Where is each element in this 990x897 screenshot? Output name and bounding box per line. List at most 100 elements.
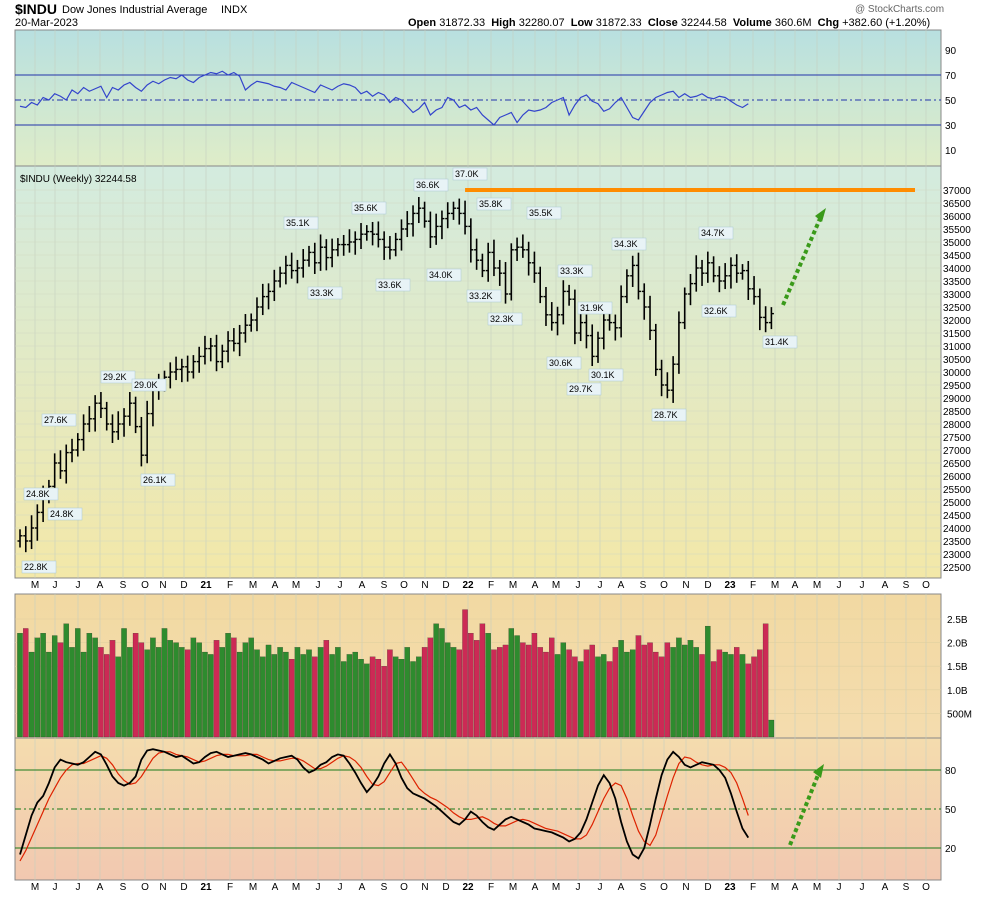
price-x-tick-label: M (552, 580, 560, 591)
stochastic-x-tick-label: 21 (200, 882, 212, 893)
volume-bar (468, 633, 474, 738)
volume-bar (46, 651, 52, 738)
volume-bar (190, 637, 197, 738)
volume-bar (716, 649, 723, 738)
stochastic-x-tick-label: M (552, 882, 560, 893)
price-x-tick-label: S (120, 580, 127, 591)
stochastic-x-tick-label: J (338, 882, 343, 893)
price-tick-label: 36500 (943, 199, 971, 210)
price-x-tick-label: N (682, 580, 689, 591)
price-tick-label: 35500 (943, 225, 971, 236)
stochastic-x-tick-label: O (400, 882, 408, 893)
price-x-tick-label: M (249, 580, 257, 591)
volume-bar (254, 649, 260, 738)
stochastic-x-tick-label: M (509, 882, 517, 893)
volume-bar (121, 628, 127, 738)
volume-bar (288, 659, 295, 738)
volume-bar (566, 649, 572, 738)
price-x-tick-label: A (359, 580, 366, 591)
price-tick-label: 28000 (943, 420, 971, 431)
price-tick-label: 24000 (943, 524, 971, 535)
price-x-tick-label: F (227, 580, 233, 591)
price-annotation: 33.2K (469, 291, 493, 301)
volume-bar (647, 642, 653, 738)
stochastic-x-tick-label: J (76, 882, 81, 893)
price-x-tick-label: M (509, 580, 517, 591)
volume-bar (520, 642, 526, 738)
volume-bar (572, 656, 578, 738)
volume-bar (583, 649, 590, 738)
volume-tick-label: 1.5B (947, 662, 968, 673)
ohlc-readout: Open 31872.33 High 32280.07 Low 31872.33… (408, 17, 930, 29)
price-annotation-box (307, 286, 343, 300)
price-tick-label: 27500 (943, 433, 971, 444)
volume-bar (624, 651, 630, 738)
price-x-tick-label: A (97, 580, 104, 591)
price-annotation: 36.6K (416, 180, 440, 190)
volume-bar (109, 640, 116, 738)
volume-bar (300, 654, 306, 738)
price-tick-label: 22500 (943, 563, 971, 574)
price-annotation-box (487, 312, 523, 326)
volume-bar (329, 654, 335, 738)
close-value: 32244.58 (680, 17, 727, 29)
volume-bar (462, 609, 468, 738)
price-tick-label: 29000 (943, 394, 971, 405)
chg-value: +382.60 (+1.20%) (842, 17, 931, 29)
stochastic-tick-label: 80 (945, 766, 957, 777)
volume-bar (687, 640, 694, 738)
price-annotation: 34.7K (701, 228, 725, 238)
volume-bar (86, 633, 93, 738)
price-tick-label: 26500 (943, 459, 971, 470)
stochastic-x-tick-label: A (618, 882, 625, 893)
stochastic-x-tick-label: N (682, 882, 689, 893)
volume-bar (103, 654, 110, 738)
volume-bar (502, 644, 509, 738)
volume-bar (17, 633, 23, 738)
volume-bar (387, 649, 393, 738)
volume-bar (421, 647, 428, 738)
chart-date: 20-Mar-2023 (15, 17, 78, 29)
up-arrow-price-head (815, 208, 826, 222)
price-x-tick-label: J (576, 580, 581, 591)
volume-bar (173, 642, 179, 738)
volume-bar (439, 628, 445, 738)
price-x-tick-label: A (618, 580, 625, 591)
price-tick-label: 28500 (943, 407, 971, 418)
volume-bar (144, 649, 150, 738)
price-tick-label: 37000 (943, 186, 971, 197)
volume-bar (156, 647, 162, 738)
price-x-tick-label: A (272, 580, 279, 591)
price-tick-label: 26000 (943, 472, 971, 483)
low-label: Low (570, 17, 593, 29)
stochastic-d-line (19, 751, 749, 862)
volume-bar (231, 637, 237, 738)
price-x-tick-label: F (488, 580, 494, 591)
stochastic-x-tick-label: M (249, 882, 257, 893)
high-value: 32280.07 (518, 17, 565, 29)
price-x-tick-label: 23 (724, 580, 736, 591)
volume-bar (653, 651, 659, 738)
price-annotation: 29.0K (134, 380, 158, 390)
volume-value: 360.6M (774, 17, 812, 29)
volume-bar (225, 633, 231, 738)
price-annotation-box (651, 408, 687, 422)
stochastic-x-tick-label: J (576, 882, 581, 893)
volume-bar (560, 642, 567, 738)
price-tick-label: 25500 (943, 485, 971, 496)
rsi-tick-label: 50 (945, 96, 957, 107)
volume-bar (179, 647, 185, 738)
volume-bar (722, 651, 728, 738)
volume-bar (150, 637, 156, 738)
stochastic-x-tick-label: N (159, 882, 166, 893)
price-x-tick-label: N (421, 580, 428, 591)
volume-bar (265, 644, 272, 738)
stochastic-x-tick-label: D (704, 882, 711, 893)
price-annotation: 34.3K (614, 239, 638, 249)
open-value: 31872.33 (439, 17, 486, 29)
price-annotation: 32.3K (490, 314, 514, 324)
volume-bar (491, 649, 497, 738)
price-annotation-box (557, 264, 593, 278)
stochastic-x-tick-label: A (532, 882, 539, 893)
